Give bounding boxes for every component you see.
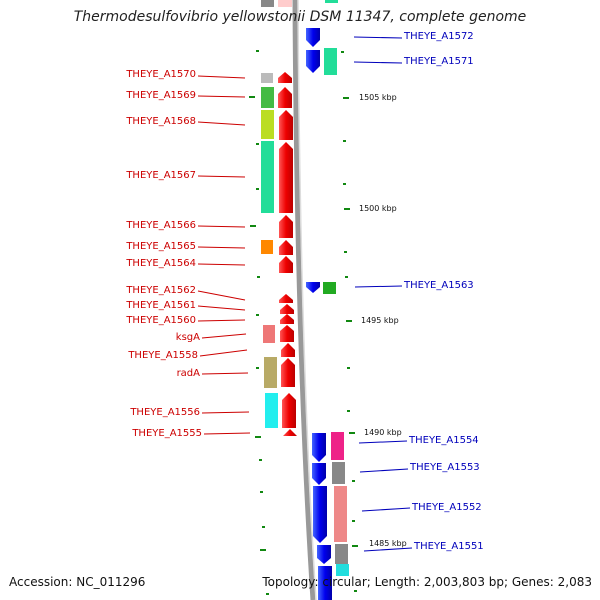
gene-arrow [282,393,296,428]
gene-arrow [279,256,293,273]
forward-strand-genes [278,0,297,436]
gene-box [264,357,277,388]
gene-arrow [280,304,294,314]
gene-label-left[interactable]: THEYE_A1564 [126,258,196,269]
gene-arrow [312,433,326,462]
right-leader-lines [353,36,413,552]
gene-arrow [279,294,293,303]
gene-label-left[interactable]: THEYE_A1567 [126,170,196,181]
gene-box [261,73,273,83]
gene-box [261,240,273,254]
kbp-label: 1485 kbp [369,539,407,548]
gene-label-left[interactable]: THEYE_A1566 [126,220,196,231]
left-leader-lines [197,75,251,435]
gene-label-right[interactable]: THEYE_A1563 [404,280,474,291]
gene-box [325,0,338,3]
gene-box [324,48,337,75]
gene-arrow [281,343,295,357]
gene-arrow [279,215,293,238]
scale-ticks-right [341,51,358,592]
gene-label-left[interactable]: THEYE_A1565 [126,241,196,252]
gene-arrow [281,358,295,387]
reverse-strand-genes [306,28,332,600]
gene-box [334,486,347,542]
gene-box [332,462,345,484]
gene-box [261,110,274,139]
gene-box [263,325,275,343]
gene-box [261,0,274,7]
gene-label-left[interactable]: radA [176,368,200,379]
gene-label-right[interactable]: THEYE_A1571 [404,56,474,67]
gene-arrow [306,50,320,73]
map-title: Thermodesulfovibrio yellowstonii DSM 113… [73,9,527,25]
scale-ticks-left [249,50,269,595]
left-cog-boxes [261,0,278,428]
gene-label-left[interactable]: THEYE_A1570 [126,69,196,80]
gene-box [336,564,349,576]
gene-box [323,282,336,294]
gene-label-left[interactable]: ksgA [175,332,200,343]
gene-label-right[interactable]: THEYE_A1552 [412,502,482,513]
gene-arrow [280,325,294,342]
kbp-label: 1505 kbp [359,93,397,102]
gene-arrow [313,486,327,543]
kbp-label: 1500 kbp [359,204,397,213]
accession-text: Accession: NC_011296 [9,575,146,589]
gene-box [265,393,278,428]
gene-box [335,544,348,564]
gene-label-left[interactable]: THEYE_A1562 [126,285,196,296]
gene-box [331,432,344,460]
gene-label-right[interactable]: THEYE_A1553 [410,462,480,473]
gene-box [261,87,274,108]
gene-label-right[interactable]: THEYE_A1572 [404,31,474,42]
gene-arrow [279,240,293,255]
gene-arrow [306,28,320,47]
gene-arrow [317,545,331,564]
gene-arrow [280,314,294,324]
kbp-label: 1495 kbp [361,316,399,325]
gene-label-left[interactable]: THEYE_A1568 [126,116,196,127]
gene-label-left[interactable]: THEYE_A1561 [126,300,196,311]
gene-arrow [306,282,320,293]
gene-arrow [279,142,293,213]
gene-label-right[interactable]: THEYE_A1554 [409,435,479,446]
gene-arrow [278,87,292,108]
gene-arrow [278,72,292,83]
gene-label-right[interactable]: THEYE_A1551 [414,541,484,552]
gene-label-left[interactable]: THEYE_A1556 [130,407,200,418]
gene-box [261,141,274,213]
gene-label-left[interactable]: THEYE_A1569 [126,90,196,101]
gene-label-left[interactable]: THEYE_A1555 [132,428,202,439]
topology-text: Topology: circular; Length: 2,003,803 bp… [262,575,592,589]
gene-arrow [279,110,293,140]
gene-arrow [312,463,326,485]
gene-label-left[interactable]: THEYE_A1558 [128,350,198,361]
gene-arrow [278,0,292,7]
kbp-label: 1490 kbp [364,428,402,437]
genome-backbone [292,0,316,600]
gene-arrow [318,566,332,600]
right-cog-boxes [323,0,349,576]
gene-label-left[interactable]: THEYE_A1560 [126,315,196,326]
gene-arrow [283,429,297,436]
genome-backbone-highlight [297,0,317,600]
